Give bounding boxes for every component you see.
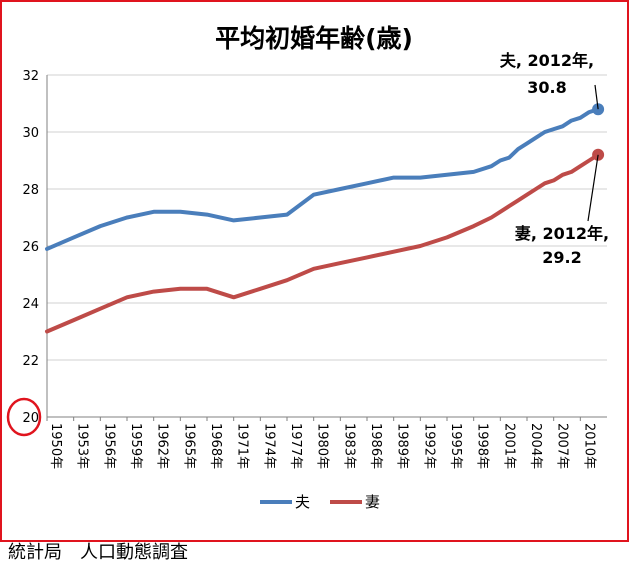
annotation-label: 妻, 2012年, [515, 224, 609, 243]
x-tick-label: 1956年 [101, 423, 116, 469]
annotation-leader [587, 154, 599, 222]
legend: 夫妻 [260, 493, 380, 511]
series-line-妻 [45, 152, 601, 334]
x-tick-label: 1950年 [48, 423, 63, 469]
y-axis-ticks: 20 22 24 26 28 30 32 [22, 69, 39, 426]
chart-title: 平均初婚年齢(歳) [215, 24, 413, 53]
x-axis-ticks: 1950年 1953年 1956年 1959年 1962年 1965年 1968年 1971年… [46, 417, 596, 469]
x-tick-label: 1977年 [288, 423, 303, 469]
y-tick-label: 30 [22, 126, 39, 141]
annotation-value: 30.8 [527, 78, 566, 97]
series-line-夫 [45, 107, 601, 251]
y-tick-label: 28 [22, 183, 39, 198]
series-group [45, 103, 605, 334]
x-tick-label: 1965年 [181, 423, 196, 469]
axes [6, 75, 607, 437]
annotation-label: 夫, 2012年, [500, 51, 594, 70]
x-tick-label: 1983年 [341, 423, 356, 469]
x-tick-label: 1953年 [75, 423, 90, 469]
x-tick-label: 1989年 [395, 423, 410, 469]
source-caption: 統計局 人口動態調査 [8, 542, 188, 563]
x-tick-label: 1959年 [128, 423, 143, 469]
y-tick-label: 20 [22, 411, 39, 426]
x-tick-label: 1986年 [368, 423, 383, 469]
x-tick-label: 1992年 [421, 423, 436, 469]
x-tick-label: 2004年 [528, 423, 543, 469]
x-tick-label: 1971年 [235, 423, 250, 469]
line-chart: 20 22 24 26 28 30 32 1950年 1953年 1956年 1959年 1962年… [6, 24, 609, 511]
highlight-circle [6, 397, 42, 437]
y-tick-label: 24 [22, 297, 39, 312]
x-tick-label: 1974年 [261, 423, 276, 469]
x-tick-label: 1995年 [448, 423, 463, 469]
annotation-leader [594, 84, 599, 110]
y-tick-label: 32 [22, 69, 39, 84]
x-tick-label: 2007年 [555, 423, 570, 469]
y-tick-label: 26 [22, 240, 39, 255]
legend-label: 夫 [295, 493, 310, 511]
x-tick-label: 1962年 [155, 423, 170, 469]
annotation-value: 29.2 [542, 248, 581, 267]
y-tick-label: 22 [22, 354, 39, 369]
x-tick-label: 1980年 [315, 423, 330, 469]
x-tick-label: 2001年 [501, 423, 516, 469]
chart-frame: 20 22 24 26 28 30 32 1950年 1953年 1956年 1959年 1962年… [0, 0, 629, 542]
annotations: 夫, 2012年, 30.8 妻, 2012年, 29.2 [500, 51, 609, 267]
x-tick-label: 1998年 [475, 423, 490, 469]
legend-label: 妻 [365, 493, 380, 511]
x-tick-label: 2010年 [581, 423, 596, 469]
x-tick-label: 1968年 [208, 423, 223, 469]
grid-lines [47, 74, 607, 361]
